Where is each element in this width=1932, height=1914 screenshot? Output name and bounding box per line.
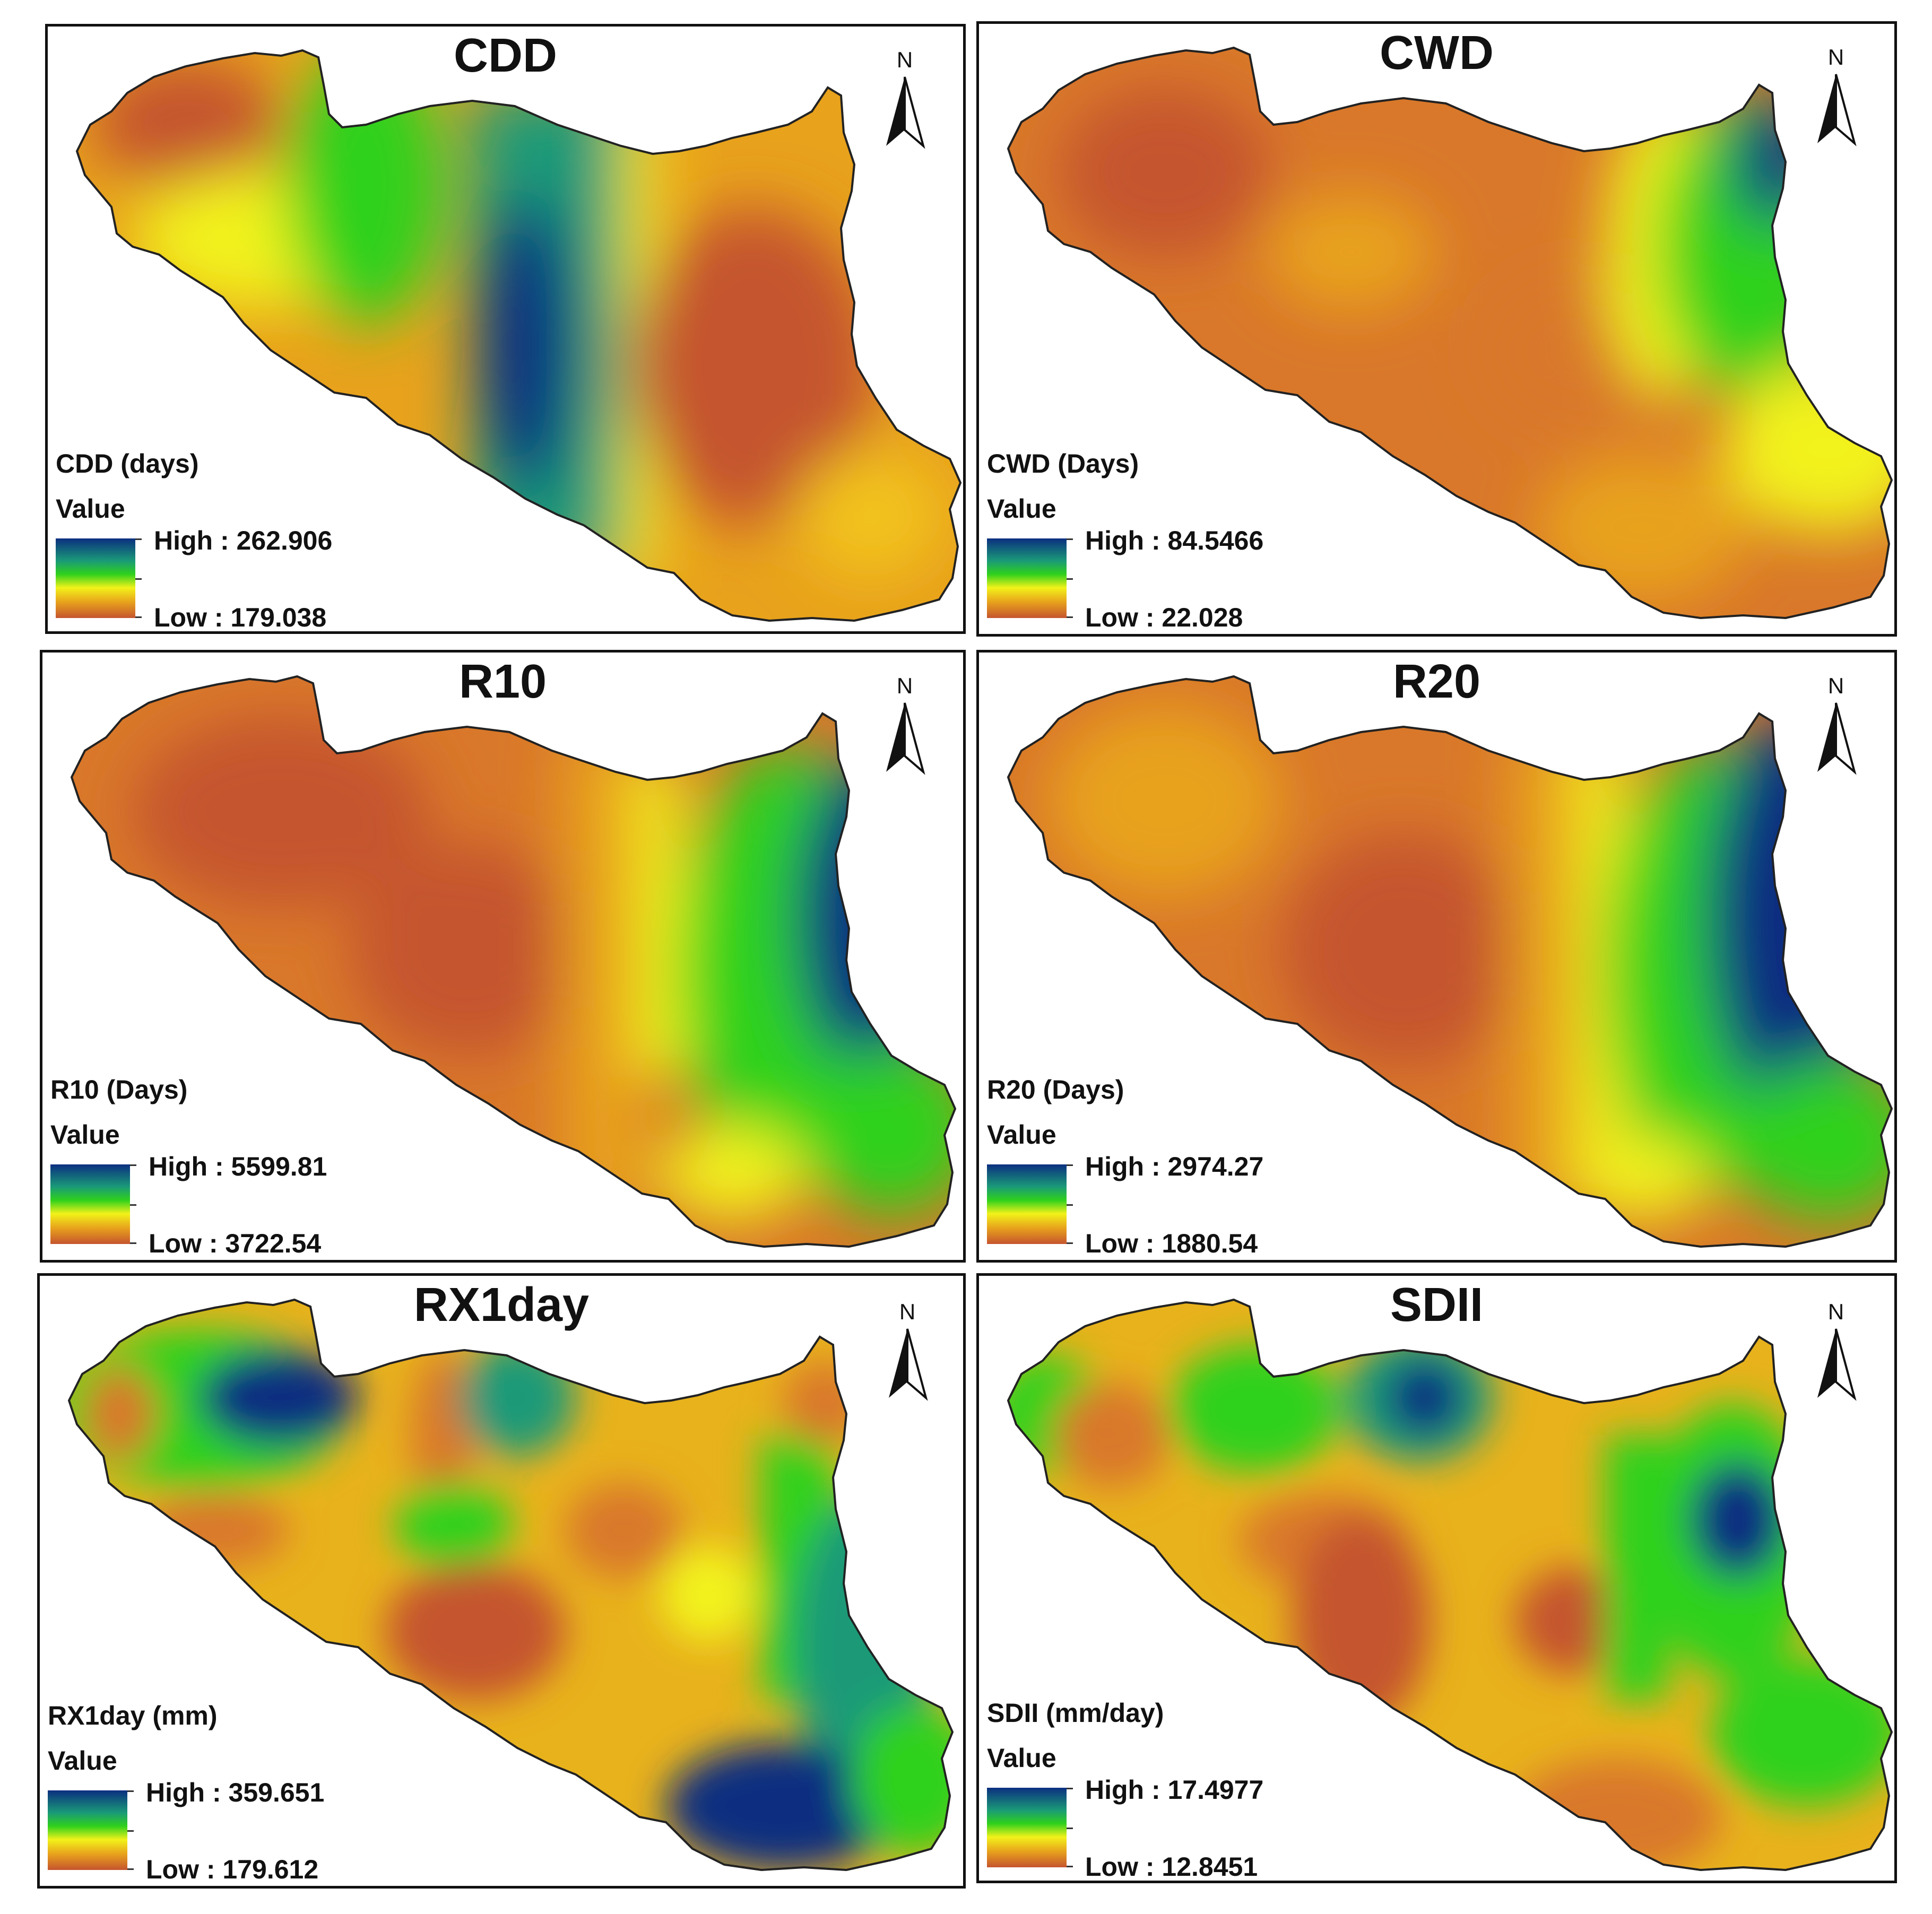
legend-low-value: Low : 1880.54: [1085, 1229, 1258, 1258]
legend-low-value: Low : 3722.54: [149, 1229, 322, 1258]
legend-high-value: High : 84.5466: [1085, 526, 1264, 555]
panel-title: SDII: [1390, 1278, 1484, 1332]
svg-text:N: N: [1828, 673, 1844, 698]
legend-title: CDD (days): [56, 449, 199, 478]
legend-title: R20 (Days): [987, 1075, 1124, 1104]
legend-value-label: Value: [987, 494, 1056, 524]
rx1day-map: [68, 1299, 954, 1871]
legend-low-value: Low : 179.612: [146, 1855, 319, 1884]
svg-text:N: N: [1828, 1299, 1844, 1324]
panel-title: CDD: [454, 29, 557, 82]
north-arrow-icon: N: [886, 673, 925, 775]
legend-color-ramp: [48, 1790, 127, 1870]
panel-title: R10: [458, 655, 547, 708]
map-panel-cdd: CDD N CDD (days) Value High : 262.906 Lo…: [45, 24, 966, 634]
svg-text:N: N: [1828, 45, 1844, 69]
r20-map: [1007, 675, 1893, 1248]
cwd-map: [1007, 47, 1893, 619]
legend-value-label: Value: [987, 1120, 1056, 1150]
legend-high-value: High : 2974.27: [1085, 1152, 1264, 1181]
legend-low-value: Low : 179.038: [154, 603, 327, 632]
legend-color-ramp: [987, 1164, 1067, 1244]
map-panel-r20: R20 N R20 (Days) Value High : 2974.27 Lo…: [976, 650, 1897, 1263]
north-arrow-icon: N: [1817, 1299, 1857, 1401]
north-arrow-icon: N: [1817, 45, 1857, 146]
legend-title: SDII (mm/day): [987, 1698, 1164, 1728]
legend-color-ramp: [987, 1788, 1067, 1867]
north-arrow-icon: N: [1817, 673, 1857, 775]
legend-low-value: Low : 22.028: [1085, 603, 1243, 632]
legend-color-ramp: [56, 538, 135, 618]
legend-color-ramp: [50, 1164, 130, 1244]
svg-text:N: N: [897, 673, 913, 698]
svg-text:N: N: [897, 47, 913, 72]
map-panel-cwd: CWD N CWD (Days) Value High : 84.5466 Lo…: [976, 21, 1897, 637]
legend-title: R10 (Days): [50, 1075, 188, 1104]
map-panel-r10: R10 N R10 (Days) Value High : 5599.81 Lo…: [40, 650, 966, 1263]
legend-color-ramp: [987, 538, 1067, 618]
legend-high-value: High : 17.4977: [1085, 1775, 1264, 1805]
cdd-map: [76, 49, 961, 622]
panel-title: CWD: [1380, 27, 1494, 80]
panel-title: RX1day: [413, 1278, 590, 1332]
map-panel-rx1day: RX1day N RX1day (mm) Value High : 359.65…: [37, 1273, 966, 1889]
legend-value-label: Value: [987, 1743, 1056, 1773]
sdii-map: [1007, 1299, 1893, 1871]
legend-value-label: Value: [50, 1120, 120, 1150]
r10-map: [71, 675, 956, 1248]
legend-high-value: High : 359.651: [146, 1778, 325, 1807]
legend-high-value: High : 5599.81: [149, 1152, 327, 1181]
map-panel-sdii: SDII N SDII (mm/day) Value High : 17.497…: [976, 1273, 1897, 1883]
legend-low-value: Low : 12.8451: [1085, 1852, 1258, 1882]
legend-title: CWD (Days): [987, 449, 1139, 478]
north-arrow-icon: N: [886, 47, 925, 149]
legend-value-label: Value: [48, 1746, 117, 1776]
north-arrow-icon: N: [889, 1299, 928, 1401]
legend-value-label: Value: [56, 494, 125, 524]
legend-title: RX1day (mm): [48, 1701, 218, 1730]
panel-title: R20: [1392, 655, 1481, 708]
legend-high-value: High : 262.906: [154, 526, 333, 555]
svg-text:N: N: [899, 1299, 915, 1324]
